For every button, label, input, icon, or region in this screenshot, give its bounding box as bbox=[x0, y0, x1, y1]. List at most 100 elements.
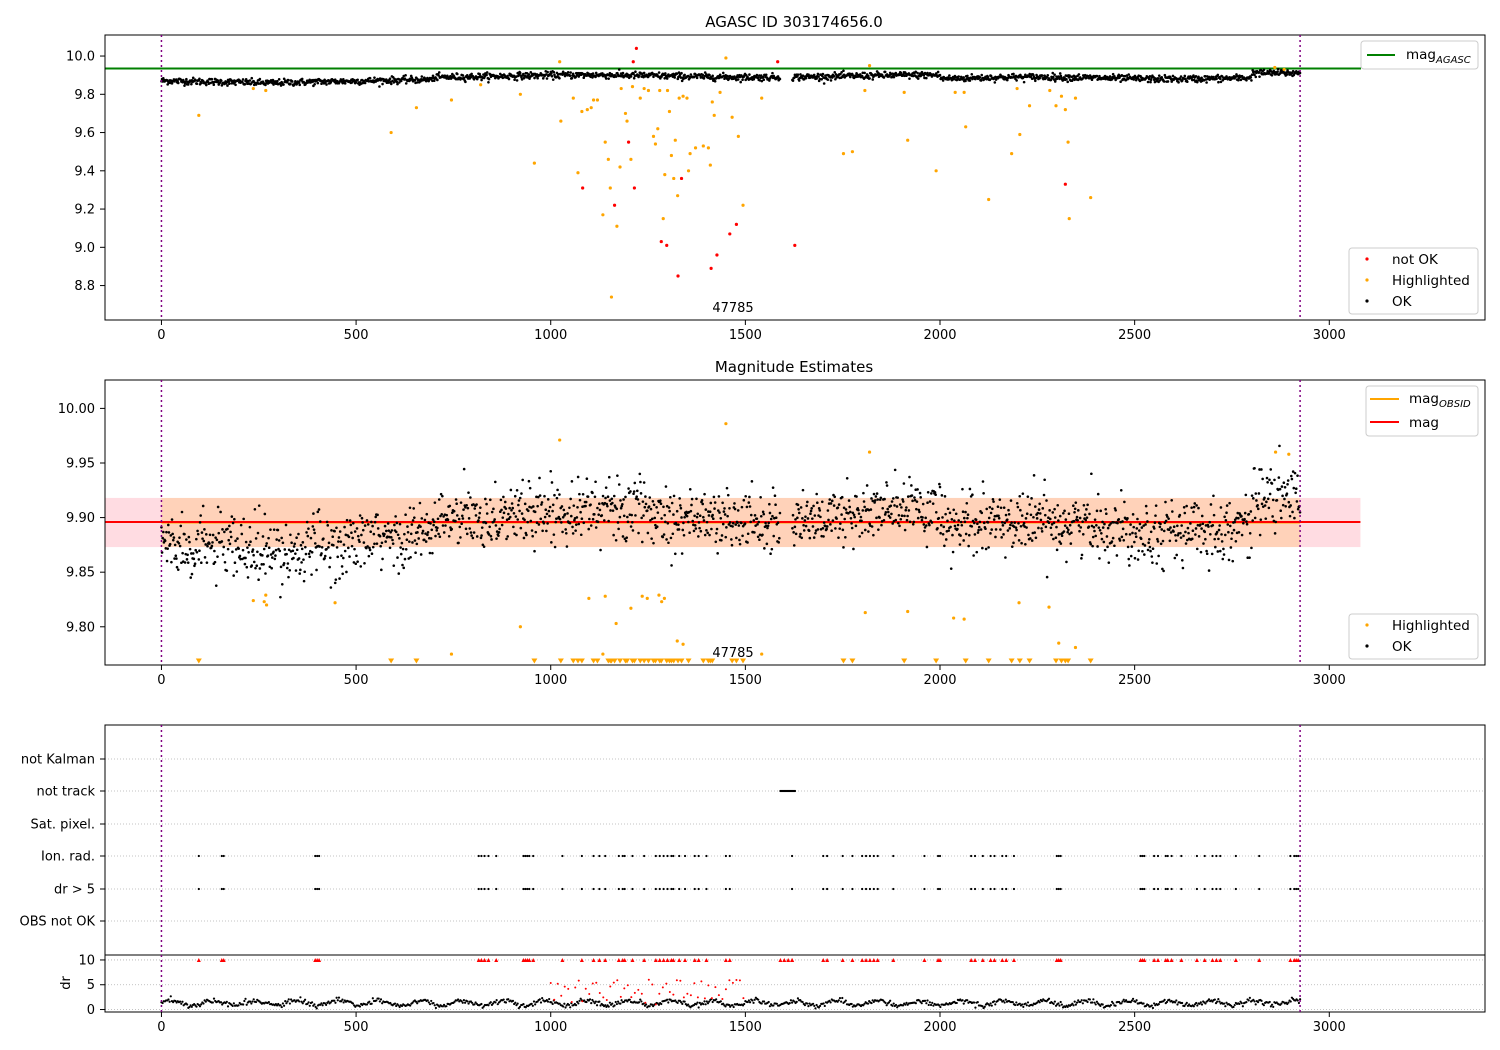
ok-point bbox=[752, 77, 756, 81]
ok-point bbox=[563, 512, 567, 516]
ok-point bbox=[1047, 521, 1051, 525]
ok-point bbox=[1294, 487, 1298, 491]
ok-point bbox=[629, 490, 632, 493]
notok-point bbox=[715, 253, 719, 257]
ok-point bbox=[1253, 73, 1256, 77]
ok-point bbox=[1126, 517, 1129, 520]
ok-point bbox=[614, 75, 618, 78]
ok-point bbox=[902, 482, 906, 485]
ok-point bbox=[1207, 525, 1210, 528]
ok-point bbox=[616, 474, 619, 477]
ok-point bbox=[1192, 510, 1195, 514]
ok-point bbox=[703, 71, 707, 74]
ok-point bbox=[432, 520, 436, 524]
ok-point bbox=[668, 509, 671, 513]
flag-point bbox=[1153, 887, 1156, 891]
ok-point bbox=[1038, 76, 1041, 80]
ok-point bbox=[220, 84, 224, 87]
legend-notok-label: not OK bbox=[1392, 252, 1439, 268]
ok-point bbox=[230, 515, 234, 518]
ok-point bbox=[197, 558, 201, 561]
dr-point bbox=[1066, 1005, 1069, 1008]
ok-point bbox=[589, 524, 593, 527]
ok-point bbox=[877, 528, 880, 531]
ok-point bbox=[870, 497, 873, 500]
ok-point bbox=[190, 572, 194, 576]
ok-point bbox=[510, 502, 514, 505]
ok-point bbox=[1144, 523, 1147, 526]
flag-point bbox=[487, 854, 490, 858]
ok-point bbox=[863, 71, 866, 75]
dr-point bbox=[1095, 1000, 1098, 1003]
dr-point bbox=[511, 999, 515, 1002]
ok-point bbox=[1248, 556, 1251, 559]
ok-point bbox=[185, 558, 189, 561]
dr-point bbox=[306, 1002, 309, 1005]
ok-point bbox=[1282, 481, 1286, 485]
ok-point bbox=[383, 524, 387, 528]
ok-point bbox=[925, 76, 928, 80]
highlighted-point bbox=[1017, 601, 1021, 605]
dr-point bbox=[927, 1003, 930, 1007]
dr-point bbox=[494, 1001, 497, 1004]
dr-point bbox=[594, 1000, 597, 1003]
ok-point bbox=[503, 500, 507, 504]
ok-point bbox=[724, 535, 728, 539]
dr-point bbox=[789, 999, 793, 1002]
ok-point bbox=[250, 564, 254, 567]
flag-point bbox=[604, 887, 607, 891]
ok-point bbox=[1225, 504, 1229, 507]
ok-point bbox=[1230, 537, 1233, 541]
ok-point bbox=[576, 505, 579, 509]
ok-point bbox=[274, 548, 278, 552]
dr-point bbox=[321, 1004, 324, 1007]
dr-point bbox=[198, 1005, 202, 1008]
below-axis-marker bbox=[637, 658, 644, 664]
ok-point bbox=[1202, 542, 1205, 545]
ok-point bbox=[850, 522, 853, 525]
ok-point bbox=[1066, 80, 1069, 84]
ok-point bbox=[809, 509, 813, 513]
dr-point bbox=[812, 1002, 815, 1005]
ok-point bbox=[1044, 525, 1048, 529]
ok-point bbox=[498, 527, 501, 531]
ok-point bbox=[1164, 500, 1167, 504]
ok-point bbox=[1253, 516, 1257, 520]
ok-point bbox=[458, 525, 462, 529]
dr-point bbox=[1099, 1004, 1102, 1007]
ok-point bbox=[313, 82, 316, 86]
ok-point bbox=[832, 504, 836, 507]
ok-point bbox=[730, 538, 733, 541]
ok-point bbox=[498, 510, 502, 514]
ok-point bbox=[281, 541, 285, 545]
ok-point bbox=[270, 566, 273, 570]
dr-point bbox=[938, 1004, 941, 1007]
ok-point bbox=[460, 514, 464, 518]
ok-point bbox=[204, 533, 208, 536]
below-axis-marker bbox=[1016, 658, 1023, 664]
ok-point bbox=[636, 489, 639, 493]
ok-point bbox=[1067, 528, 1070, 532]
ok-point bbox=[1131, 513, 1135, 516]
ok-point bbox=[294, 569, 298, 572]
dr-point bbox=[480, 1002, 483, 1006]
ok-point bbox=[622, 514, 626, 518]
dr-point bbox=[1086, 1000, 1089, 1004]
flag-point bbox=[841, 887, 844, 891]
ok-point bbox=[903, 74, 906, 78]
flag-point bbox=[658, 887, 661, 891]
ok-point bbox=[432, 523, 435, 527]
ok-point bbox=[851, 511, 855, 515]
highlighted-point bbox=[449, 98, 454, 102]
dr-point bbox=[244, 997, 247, 1000]
ok-point bbox=[973, 533, 977, 536]
dr-point bbox=[562, 1005, 565, 1008]
ok-point bbox=[1293, 516, 1296, 520]
ok-point bbox=[748, 495, 751, 499]
flag-point bbox=[670, 854, 673, 858]
ok-point bbox=[893, 504, 896, 507]
ok-point bbox=[1085, 76, 1088, 80]
dr-point bbox=[748, 1001, 752, 1004]
ok-point bbox=[688, 531, 691, 535]
ok-point bbox=[1046, 73, 1050, 77]
